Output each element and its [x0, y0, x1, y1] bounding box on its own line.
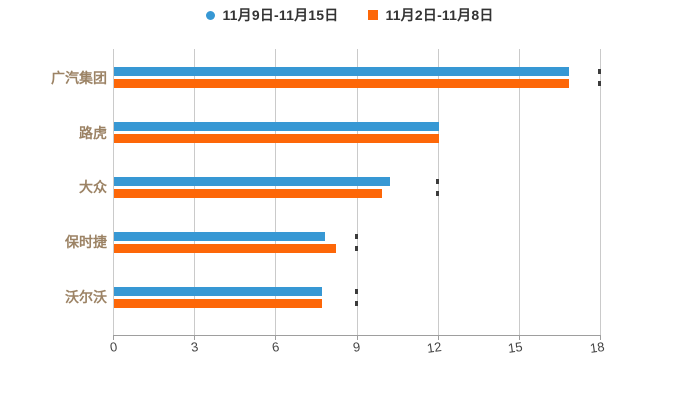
bar-week-nov9-15	[114, 122, 439, 131]
vertical-gridline	[113, 49, 114, 335]
legend: 11月9日-11月15日 11月2日-11月8日	[0, 5, 700, 25]
gridline-end-mark	[435, 190, 439, 196]
gridline-end-mark	[354, 233, 358, 239]
legend-item-nov9-nov15[interactable]: 11月9日-11月15日	[206, 5, 338, 25]
x-tick-label: 3	[189, 339, 200, 355]
x-axis-line	[113, 335, 600, 336]
bar-week-nov2-8	[114, 188, 382, 198]
x-axis-tick	[356, 335, 358, 340]
gridline-end-mark	[354, 288, 358, 294]
y-tick-label: 大众	[79, 179, 107, 196]
x-axis-tick	[518, 335, 520, 340]
x-axis-tick	[275, 335, 277, 340]
x-tick-label: 15	[507, 339, 524, 356]
legend-label: 11月9日-11月15日	[222, 7, 339, 23]
y-tick-label: 路虎	[79, 124, 107, 141]
vertical-gridline	[600, 49, 601, 335]
square-marker-icon	[368, 10, 379, 20]
x-tick-label: 6	[271, 339, 281, 355]
gridline-end-mark	[354, 300, 358, 306]
bar-week-nov2-8	[114, 79, 569, 89]
x-axis-tick	[113, 335, 114, 340]
gridline-end-mark	[598, 69, 601, 75]
legend-item-nov2-nov8[interactable]: 11月2日-11月8日	[368, 5, 493, 25]
gridline-end-mark	[598, 81, 601, 87]
y-tick-label: 沃尔沃	[65, 289, 107, 305]
x-tick-label: 12	[426, 339, 443, 356]
y-tick-label: 保时捷	[65, 234, 107, 251]
x-axis-tick	[194, 335, 196, 340]
bar-week-nov2-8	[114, 134, 439, 143]
bar-week-nov9-15	[114, 286, 323, 296]
x-axis-tick	[437, 335, 439, 340]
bar-week-nov2-8	[114, 243, 336, 253]
x-tick-label: 9	[352, 339, 362, 355]
vertical-gridline	[518, 49, 520, 335]
x-axis-tick	[600, 335, 601, 340]
bar-week-nov9-15	[114, 176, 390, 186]
legend-label: 11月2日-11月8日	[385, 7, 494, 23]
x-tick-label: 0	[108, 339, 118, 355]
x-tick-label: 18	[588, 339, 605, 356]
bar-week-nov2-8	[114, 298, 323, 308]
bar-week-nov9-15	[114, 67, 569, 77]
plot-area: 0 3 6 9 12 15 18 广汽集团路虎大众保时捷沃尔沃	[51, 49, 605, 356]
gridline-end-mark	[435, 178, 439, 184]
y-tick-label: 广汽集团	[51, 69, 107, 86]
gridline-end-mark	[354, 245, 358, 251]
circle-marker-icon	[206, 10, 216, 20]
bar-week-nov9-15	[114, 231, 325, 241]
